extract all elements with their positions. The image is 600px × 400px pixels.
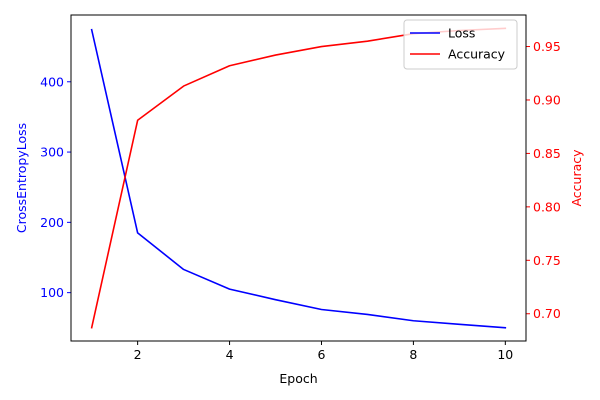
left-y-axis-title: CrossEntropyLoss (14, 123, 29, 233)
right-y-tick-label: 0.90 (533, 92, 561, 107)
legend: Loss Accuracy (403, 19, 518, 70)
x-tick-label: 10 (497, 347, 513, 362)
left-y-tick-label: 300 (40, 145, 64, 160)
left-y-tick-label: 200 (40, 215, 64, 230)
right-y-axis-title: Accuracy (569, 149, 584, 207)
plot-frame (70, 14, 527, 342)
legend-accuracy-label: Accuracy (448, 47, 506, 62)
x-tick-label: 8 (409, 347, 417, 362)
series-line-loss (90, 28, 507, 329)
right-y-tick-label: 0.70 (533, 306, 561, 321)
legend-loss-label: Loss (448, 26, 475, 41)
right-y-tick-label: 0.95 (533, 39, 561, 54)
right-y-tick-label: 0.75 (533, 253, 561, 268)
left-y-tick-label: 100 (40, 285, 64, 300)
x-tick-label: 6 (318, 347, 326, 362)
right-y-tick-label: 0.85 (533, 146, 561, 161)
x-axis-title: Epoch (279, 371, 317, 386)
x-tick-label: 2 (134, 347, 142, 362)
series-line-accuracy (90, 27, 507, 329)
right-y-tick-label: 0.80 (533, 199, 561, 214)
x-tick-label: 4 (226, 347, 234, 362)
left-y-tick-label: 400 (40, 74, 64, 89)
